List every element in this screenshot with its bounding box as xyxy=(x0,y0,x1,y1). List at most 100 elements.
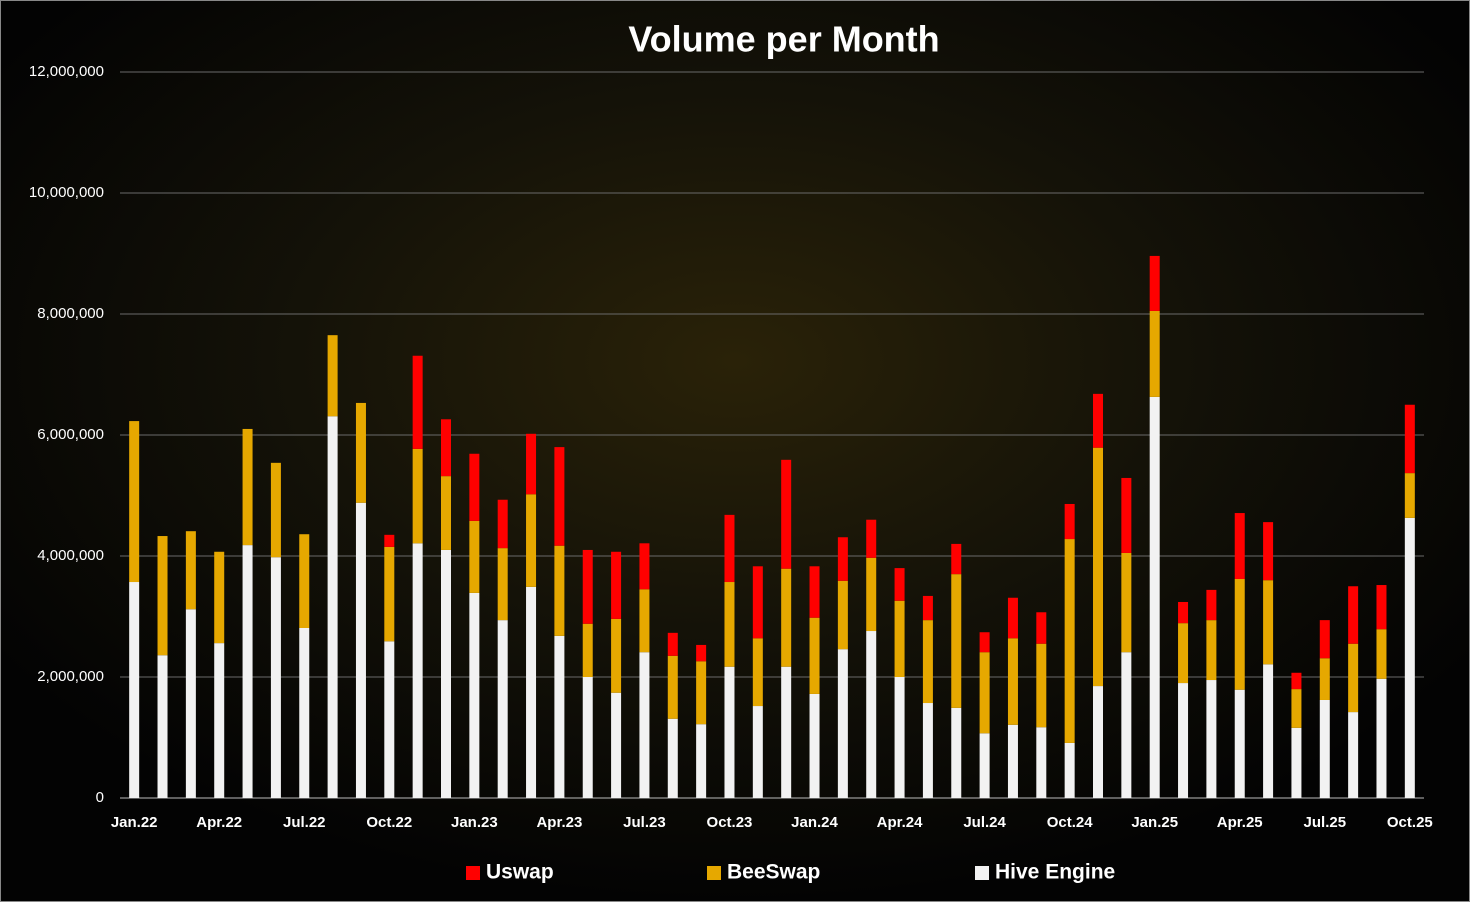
bar-segment xyxy=(299,534,310,628)
bar-segment xyxy=(724,582,735,667)
bar-segment xyxy=(129,421,140,583)
bar-segment xyxy=(1348,586,1359,644)
bar-segment xyxy=(894,600,905,677)
bar-segment xyxy=(554,545,565,636)
y-tick-label: 0 xyxy=(96,789,104,806)
bar-segment xyxy=(299,627,310,798)
bar-segment xyxy=(1376,678,1387,798)
bar-segment xyxy=(667,632,678,656)
bar-segment xyxy=(781,666,792,798)
bar-segment xyxy=(242,545,253,798)
bar-segment xyxy=(639,543,650,590)
bar-segment xyxy=(639,652,650,798)
bar-segment xyxy=(1263,522,1274,581)
bar-segment xyxy=(951,707,962,798)
y-tick-label: 6,000,000 xyxy=(37,426,104,443)
bar-segment xyxy=(1093,447,1103,687)
bar-segment xyxy=(837,649,848,798)
bar-segment xyxy=(951,574,962,708)
bar-segment xyxy=(752,706,763,798)
bar-segment xyxy=(837,537,848,581)
bar-segment xyxy=(724,514,735,583)
x-tick-label: Oct.23 xyxy=(707,814,753,831)
bar-segment xyxy=(866,557,877,632)
chart-title: Volume per Month xyxy=(628,19,939,60)
x-tick-label: Jul.24 xyxy=(963,814,1006,831)
x-tick-label: Oct.25 xyxy=(1387,814,1433,831)
bar-segment xyxy=(157,655,168,798)
bar-segment xyxy=(922,620,933,704)
bar-segment xyxy=(1178,623,1189,684)
x-tick-label: Jan.23 xyxy=(451,814,498,831)
bar-segment xyxy=(1121,477,1132,553)
bar-segment xyxy=(582,549,593,624)
bar-segment xyxy=(979,733,990,798)
bar-segment xyxy=(526,494,537,587)
legend-label: BeeSwap xyxy=(727,861,820,884)
bar-segment xyxy=(922,595,933,621)
bar-segment xyxy=(781,568,792,667)
bar-segment xyxy=(441,549,451,798)
bar-segment xyxy=(1149,396,1160,798)
bar-segment xyxy=(1263,580,1274,665)
bar-segment xyxy=(1234,689,1245,798)
bar-segment xyxy=(1064,742,1075,798)
bar-segment xyxy=(497,620,508,798)
bar-segment xyxy=(412,355,423,449)
bar-segment xyxy=(582,623,593,677)
bar-segment xyxy=(1178,601,1189,624)
bar-segment xyxy=(355,402,366,503)
bar-segment xyxy=(866,519,877,558)
bar-segment xyxy=(894,677,905,798)
bar-segment xyxy=(1007,638,1018,725)
legend-label: Uswap xyxy=(486,861,554,884)
bar-segment xyxy=(1093,393,1103,448)
bar-segment xyxy=(384,534,395,547)
bar-segment xyxy=(1121,552,1132,653)
bar-segment xyxy=(1263,664,1274,798)
bar-segment xyxy=(696,724,707,798)
bar-segment xyxy=(809,693,820,798)
bar-segment xyxy=(781,459,792,569)
bar-segment xyxy=(270,462,281,558)
bar-segment xyxy=(469,453,480,521)
bar-segment xyxy=(1376,629,1387,679)
x-tick-label: Oct.22 xyxy=(366,814,412,831)
bar-segment xyxy=(1064,503,1075,540)
bar-segment xyxy=(1348,712,1359,798)
legend-swatch xyxy=(466,866,480,880)
x-tick-label: Jul.22 xyxy=(283,814,326,831)
legend-label: Hive Engine xyxy=(995,861,1115,884)
bar-segment xyxy=(639,589,650,653)
x-tick-label: Apr.22 xyxy=(196,814,242,831)
x-tick-label: Jul.25 xyxy=(1304,814,1347,831)
bar-segment xyxy=(1291,672,1302,690)
bar-segment xyxy=(185,531,196,610)
bar-segment xyxy=(1404,517,1415,798)
legend-swatch xyxy=(707,866,721,880)
bar-segment xyxy=(327,335,338,417)
bar-segment xyxy=(1206,620,1217,681)
bar-segment xyxy=(129,582,140,798)
bar-segment xyxy=(1036,612,1047,644)
bar-segment xyxy=(384,546,395,642)
bar-segment xyxy=(611,618,622,693)
x-tick-label: Jan.22 xyxy=(111,814,158,831)
bar-segment xyxy=(185,609,196,798)
bar-segment xyxy=(412,448,423,544)
x-tick-label: Apr.25 xyxy=(1217,814,1263,831)
bar-segment xyxy=(611,551,622,619)
bar-segment xyxy=(214,551,225,644)
legend-swatch xyxy=(975,866,989,880)
x-tick-label: Oct.24 xyxy=(1047,814,1094,831)
bar-segment xyxy=(1036,643,1047,728)
bar-segment xyxy=(979,632,990,653)
bar-segment xyxy=(1319,620,1330,659)
bar-segment xyxy=(809,617,820,694)
bar-segment xyxy=(1093,686,1103,798)
y-tick-label: 12,000,000 xyxy=(29,63,104,80)
y-tick-label: 8,000,000 xyxy=(37,305,104,322)
bar-segment xyxy=(327,416,338,798)
bar-segment xyxy=(1234,513,1245,579)
bar-segment xyxy=(242,428,253,546)
